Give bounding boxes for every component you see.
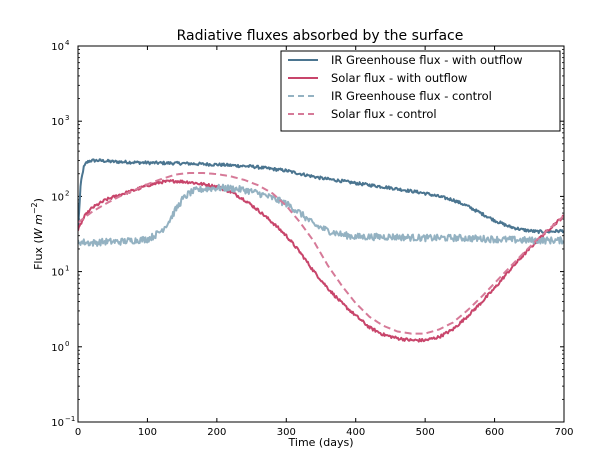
series-line-2 xyxy=(78,179,564,343)
legend-label: Solar flux - with outflow xyxy=(331,71,467,85)
y-tick-label: 10 xyxy=(51,192,64,203)
y-tick-exponent: 0 xyxy=(65,340,69,348)
x-tick-label: 400 xyxy=(346,427,365,438)
y-tick-exponent: −1 xyxy=(65,415,75,423)
series-group xyxy=(78,158,564,343)
x-tick-label: 300 xyxy=(277,427,296,438)
legend-label: IR Greenhouse flux - control xyxy=(331,89,492,103)
x-tick-label: 500 xyxy=(416,427,435,438)
legend-box xyxy=(280,50,561,132)
y-tick-exponent: 1 xyxy=(65,265,69,273)
y-tick-label: 10 xyxy=(51,117,64,128)
y-axis-label-unit: W m xyxy=(32,214,45,239)
y-axis-label: Flux (W m−2) xyxy=(30,198,45,270)
series-line-1 xyxy=(78,158,564,235)
y-axis-label-exponent: −2 xyxy=(30,202,39,214)
y-tick-exponent: 2 xyxy=(65,189,69,197)
x-tick-labels: 0 100 200 300 400 500 600 700 xyxy=(75,427,574,438)
x-tick-label: 200 xyxy=(207,427,226,438)
x-axis-label: Time (days) xyxy=(288,436,354,449)
legend: IR Greenhouse flux - with outflow Solar f… xyxy=(280,50,561,132)
y-axis-label-prefix: Flux ( xyxy=(32,239,45,270)
y-tick-exponent: 3 xyxy=(65,114,69,122)
x-tick-label: 700 xyxy=(554,427,573,438)
legend-label: Solar flux - control xyxy=(331,107,437,121)
y-tick-label: 10 xyxy=(51,42,64,53)
chart-title: Radiative fluxes absorbed by the surface xyxy=(177,28,464,44)
y-axis-label-suffix: ) xyxy=(32,198,45,202)
x-tick-label: 0 xyxy=(75,427,81,438)
y-tick-label: 10 xyxy=(51,268,64,279)
legend-label: IR Greenhouse flux - with outflow xyxy=(331,53,523,67)
x-tick-label: 600 xyxy=(485,427,504,438)
plot-frame xyxy=(77,45,565,423)
y-tick-label: 10 xyxy=(51,343,64,354)
series-line-3 xyxy=(78,183,564,247)
y-tick-exponent: 4 xyxy=(65,39,70,47)
x-tick-label: 100 xyxy=(138,427,157,438)
series-line-4 xyxy=(78,172,564,335)
y-tick-label: 10 xyxy=(51,418,64,429)
